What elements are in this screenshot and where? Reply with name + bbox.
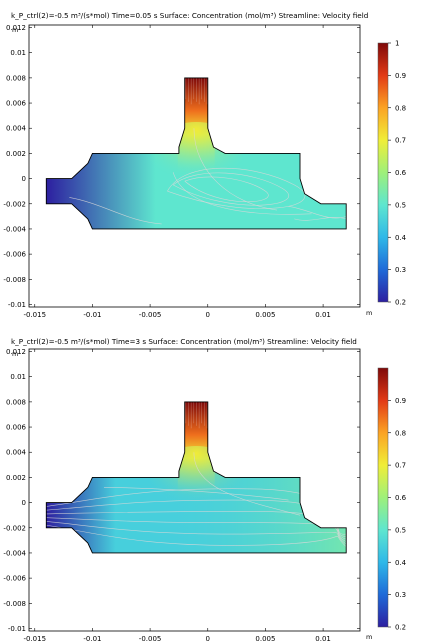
colorbar-label: 0.6	[395, 494, 407, 502]
geometry-outline	[45, 77, 347, 230]
y-tick-label: -0.006	[3, 251, 26, 259]
y-tick-label: 0.01	[10, 49, 26, 57]
colorbar-label: 0.5	[395, 201, 406, 209]
streamline	[193, 128, 278, 211]
x-tick-label: 0.01	[315, 311, 331, 319]
streamline	[172, 172, 290, 206]
streamline	[46, 511, 347, 540]
y-tick-label: 0	[22, 499, 26, 507]
y-tick-label: -0.002	[3, 200, 26, 208]
x-tick-label: 0	[206, 311, 210, 319]
colorbar-label: 0.8	[395, 104, 406, 112]
y-tick-label: 0.004	[6, 125, 27, 133]
y-tick-label: 0.012	[6, 24, 26, 32]
y-tick-label: 0.008	[6, 74, 26, 82]
streamline	[46, 524, 347, 547]
streamline	[167, 167, 306, 210]
x-tick-label: 0.01	[315, 635, 331, 643]
y-tick-label: 0.008	[6, 398, 26, 406]
streamline	[172, 172, 312, 215]
y-tick-label: -0.01	[8, 301, 26, 309]
x-tick-label: 0	[206, 635, 210, 643]
plot-panel-2: k_P_ctrl(2)=-0.5 m³/(s*mol) Time=3 s Sur…	[3, 337, 406, 643]
colorbar-label: 1	[395, 40, 399, 48]
colorbar-label: 0.8	[395, 429, 406, 437]
y-tick-label: -0.01	[8, 625, 26, 633]
x-axis-unit: m	[366, 309, 372, 317]
geometry-outline	[45, 401, 347, 554]
plot-title: k_P_ctrl(2)=-0.5 m³/(s*mol) Time=0.05 s …	[11, 11, 368, 20]
plot-panel-1: k_P_ctrl(2)=-0.5 m³/(s*mol) Time=0.05 s …	[3, 11, 406, 319]
y-tick-label: 0	[22, 175, 26, 183]
colorbar-label: 0.5	[395, 526, 406, 534]
streamline	[69, 197, 162, 225]
colorbar	[377, 367, 389, 628]
colorbar-label: 0.4	[395, 234, 407, 242]
streamline	[294, 217, 347, 221]
y-axis-unit: m	[12, 26, 18, 34]
streamline	[46, 517, 347, 542]
colorbar-label: 0.2	[395, 299, 406, 307]
colorbar-label: 0.3	[395, 266, 406, 274]
y-tick-label: 0.006	[6, 100, 27, 108]
streamline	[288, 205, 347, 219]
streamline	[46, 521, 347, 545]
y-tick-label: -0.002	[3, 524, 26, 532]
colorbar-label: 0.9	[395, 72, 406, 80]
colorbar-label: 0.7	[395, 462, 406, 470]
x-tick-label: -0.01	[83, 635, 101, 643]
x-tick-label: 0.005	[255, 635, 275, 643]
y-tick-label: -0.004	[3, 225, 26, 233]
x-tick-label: -0.01	[83, 311, 101, 319]
x-tick-label: -0.015	[23, 635, 46, 643]
colorbar-label: 0.4	[395, 559, 407, 567]
streamline	[184, 176, 269, 203]
y-tick-label: 0.01	[10, 373, 26, 381]
y-tick-label: -0.008	[3, 276, 26, 284]
y-tick-label: 0.002	[6, 474, 26, 482]
y-tick-label: 0.006	[6, 424, 27, 432]
colorbar	[377, 42, 389, 303]
x-axis-unit: m	[366, 633, 372, 641]
colorbar-label: 0.6	[395, 169, 407, 177]
y-axis-unit: m	[12, 350, 18, 358]
colorbar-label: 0.2	[395, 624, 406, 632]
y-tick-label: 0.002	[6, 150, 26, 158]
x-tick-label: -0.005	[139, 311, 162, 319]
y-tick-label: -0.008	[3, 600, 26, 608]
plot-title: k_P_ctrl(2)=-0.5 m³/(s*mol) Time=3 s Sur…	[11, 337, 357, 346]
x-tick-label: -0.005	[139, 635, 162, 643]
colorbar-label: 0.3	[395, 591, 406, 599]
colorbar-label: 0.9	[395, 397, 406, 405]
colorbar-label: 0.7	[395, 137, 406, 145]
x-tick-label: -0.015	[23, 311, 46, 319]
y-tick-label: 0.004	[6, 449, 27, 457]
streamline	[193, 452, 301, 516]
y-tick-label: 0.012	[6, 348, 26, 356]
y-tick-label: -0.006	[3, 575, 26, 583]
x-tick-label: 0.005	[255, 311, 275, 319]
streamline	[103, 487, 289, 501]
y-tick-label: -0.004	[3, 549, 26, 557]
